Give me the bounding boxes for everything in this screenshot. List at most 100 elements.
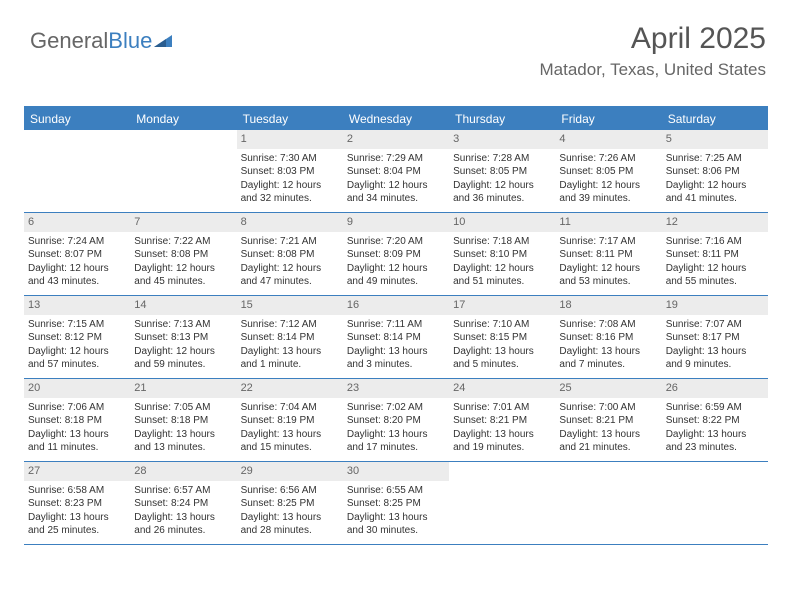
daylight-text: Daylight: 13 hours [241,428,339,442]
daylight-text: and 23 minutes. [666,441,764,455]
sunset-text: Sunset: 8:10 PM [453,248,551,262]
day-cell: 7 Sunrise: 7:22 AMSunset: 8:08 PMDaylight… [130,213,236,295]
day-number: 24 [449,379,555,398]
sunset-text: Sunset: 8:18 PM [134,414,232,428]
day-number: 27 [24,462,130,481]
sunrise-text: Sunrise: 6:59 AM [666,401,764,415]
day-header: Thursday [449,108,555,130]
daylight-text: and 11 minutes. [28,441,126,455]
day-cell: 21Sunrise: 7:05 AMSunset: 8:18 PMDayligh… [130,379,236,461]
sunset-text: Sunset: 8:07 PM [28,248,126,262]
day-number: 12 [662,213,768,232]
day-cell: 29Sunrise: 6:56 AMSunset: 8:25 PMDayligh… [237,462,343,544]
sunrise-text: Sunrise: 7:26 AM [559,152,657,166]
daylight-text: Daylight: 13 hours [241,345,339,359]
daylight-text: Daylight: 13 hours [559,345,657,359]
day-cell: 24Sunrise: 7:01 AMSunset: 8:21 PMDayligh… [449,379,555,461]
week-row: 27Sunrise: 6:58 AMSunset: 8:23 PMDayligh… [24,462,768,545]
sunrise-text: Sunrise: 7:24 AM [28,235,126,249]
day-cell [555,462,661,544]
daylight-text: Daylight: 12 hours [134,262,232,276]
sunrise-text: Sunrise: 7:02 AM [347,401,445,415]
week-row: 13Sunrise: 7:15 AMSunset: 8:12 PMDayligh… [24,296,768,379]
day-header: Saturday [662,108,768,130]
daylight-text: and 7 minutes. [559,358,657,372]
sunrise-text: Sunrise: 7:29 AM [347,152,445,166]
day-header: Wednesday [343,108,449,130]
header: April 2025 Matador, Texas, United States [540,22,766,80]
daylight-text: Daylight: 12 hours [453,179,551,193]
sunrise-text: Sunrise: 7:04 AM [241,401,339,415]
sunrise-text: Sunrise: 7:20 AM [347,235,445,249]
week-row: 1Sunrise: 7:30 AMSunset: 8:03 PMDaylight… [24,130,768,213]
logo-text-2: Blue [108,28,152,53]
day-header: Monday [130,108,236,130]
daylight-text: and 55 minutes. [666,275,764,289]
daylight-text: and 15 minutes. [241,441,339,455]
sunrise-text: Sunrise: 7:15 AM [28,318,126,332]
day-number: 4 [555,130,661,149]
daylight-text: and 1 minute. [241,358,339,372]
day-number: 2 [343,130,449,149]
day-cell: 22Sunrise: 7:04 AMSunset: 8:19 PMDayligh… [237,379,343,461]
sunrise-text: Sunrise: 7:06 AM [28,401,126,415]
day-number: 18 [555,296,661,315]
sunset-text: Sunset: 8:04 PM [347,165,445,179]
daylight-text: Daylight: 12 hours [666,179,764,193]
daylight-text: and 47 minutes. [241,275,339,289]
daylight-text: and 45 minutes. [134,275,232,289]
day-number: 7 [130,213,236,232]
sunrise-text: Sunrise: 7:22 AM [134,235,232,249]
sunset-text: Sunset: 8:11 PM [559,248,657,262]
day-cell [662,462,768,544]
daylight-text: Daylight: 13 hours [347,428,445,442]
daylight-text: and 49 minutes. [347,275,445,289]
day-cell: 1Sunrise: 7:30 AMSunset: 8:03 PMDaylight… [237,130,343,212]
day-cell: 16Sunrise: 7:11 AMSunset: 8:14 PMDayligh… [343,296,449,378]
daylight-text: and 41 minutes. [666,192,764,206]
day-number: 20 [24,379,130,398]
sunrise-text: Sunrise: 7:18 AM [453,235,551,249]
sunset-text: Sunset: 8:08 PM [134,248,232,262]
sunset-text: Sunset: 8:11 PM [666,248,764,262]
daylight-text: Daylight: 13 hours [453,428,551,442]
day-number: 9 [343,213,449,232]
daylight-text: and 17 minutes. [347,441,445,455]
logo-text: GeneralBlue [30,28,152,54]
day-cell: 26Sunrise: 6:59 AMSunset: 8:22 PMDayligh… [662,379,768,461]
sunset-text: Sunset: 8:17 PM [666,331,764,345]
sunset-text: Sunset: 8:25 PM [241,497,339,511]
day-cell: 15Sunrise: 7:12 AMSunset: 8:14 PMDayligh… [237,296,343,378]
day-number: 25 [555,379,661,398]
daylight-text: Daylight: 13 hours [134,511,232,525]
daylight-text: and 13 minutes. [134,441,232,455]
sunset-text: Sunset: 8:05 PM [453,165,551,179]
day-number: 19 [662,296,768,315]
daylight-text: Daylight: 13 hours [241,511,339,525]
day-cell: 6Sunrise: 7:24 AMSunset: 8:07 PMDaylight… [24,213,130,295]
day-number: 22 [237,379,343,398]
location-text: Matador, Texas, United States [540,60,766,80]
day-number: 8 [237,213,343,232]
day-cell: 12Sunrise: 7:16 AMSunset: 8:11 PMDayligh… [662,213,768,295]
day-number: 14 [130,296,236,315]
daylight-text: Daylight: 13 hours [559,428,657,442]
sunrise-text: Sunrise: 7:08 AM [559,318,657,332]
sunrise-text: Sunrise: 6:58 AM [28,484,126,498]
daylight-text: Daylight: 12 hours [559,262,657,276]
logo-text-1: General [30,28,108,53]
sunrise-text: Sunrise: 7:05 AM [134,401,232,415]
daylight-text: and 25 minutes. [28,524,126,538]
daylight-text: Daylight: 12 hours [453,262,551,276]
day-cell [130,130,236,212]
daylight-text: and 21 minutes. [559,441,657,455]
day-number: 6 [24,213,130,232]
daylight-text: and 36 minutes. [453,192,551,206]
daylight-text: Daylight: 12 hours [666,262,764,276]
week-row: 6 Sunrise: 7:24 AMSunset: 8:07 PM Daylight… [24,213,768,296]
daylight-text: and 3 minutes. [347,358,445,372]
sail-icon [154,33,174,49]
day-cell: 9Sunrise: 7:20 AMSunset: 8:09 PMDaylight… [343,213,449,295]
sunset-text: Sunset: 8:20 PM [347,414,445,428]
daylight-text: and 51 minutes. [453,275,551,289]
